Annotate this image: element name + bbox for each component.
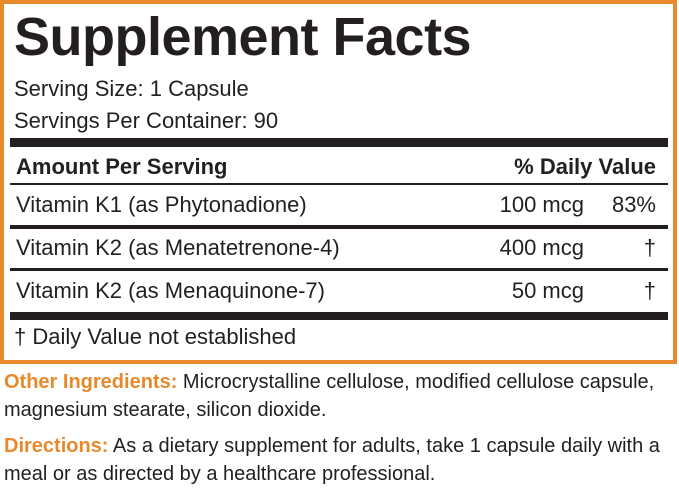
table-header: Amount Per Serving % Daily Value: [10, 154, 660, 184]
nutrient: Vitamin K2 (as Menatetrenone-4): [16, 235, 340, 260]
directions: Directions: As a dietary supplement for …: [4, 432, 672, 488]
header-daily-value: % Daily Value: [514, 154, 656, 179]
serving-size: Serving Size: 1 Capsule: [14, 76, 249, 101]
directions-text: As a dietary supplement for adults, take…: [4, 435, 660, 485]
nutrient: Vitamin K1 (as Phytonadione): [16, 192, 307, 217]
footnote: † Daily Value not established: [14, 324, 297, 349]
nutrient: Vitamin K2 (as Menaquinone-7): [16, 278, 325, 303]
title: Supplement Facts: [14, 7, 472, 67]
table-row: Vitamin K1 (as Phytonadione) 100 mcg 83%: [10, 192, 660, 222]
daily-value: †: [643, 278, 656, 303]
thick-rule: [10, 138, 668, 147]
directions-label: Directions:: [4, 435, 109, 457]
thick-rule: [10, 312, 668, 320]
other-ingredients-text: Microcrystalline cellulose, modified cel…: [4, 371, 655, 421]
row-rule: [10, 268, 668, 271]
amount: 400 mcg: [499, 235, 584, 260]
facts-panel: Supplement Facts Serving Size: 1 Capsule…: [0, 0, 677, 364]
amount: 50 mcg: [511, 278, 584, 303]
table-row: Vitamin K2 (as Menatetrenone-4) 400 mcg …: [10, 235, 660, 265]
thin-rule: [10, 183, 668, 185]
row-rule: [10, 225, 668, 229]
daily-value: 83%: [611, 192, 656, 217]
daily-value: †: [643, 235, 656, 260]
other-ingredients-label: Other Ingredients:: [4, 371, 178, 393]
table-row: Vitamin K2 (as Menaquinone-7) 50 mcg †: [10, 278, 660, 308]
servings-per-container: Servings Per Container: 90: [14, 108, 279, 133]
header-amount: Amount Per Serving: [16, 154, 228, 179]
amount: 100 mcg: [499, 192, 584, 217]
other-ingredients: Other Ingredients: Microcrystalline cell…: [4, 368, 672, 424]
